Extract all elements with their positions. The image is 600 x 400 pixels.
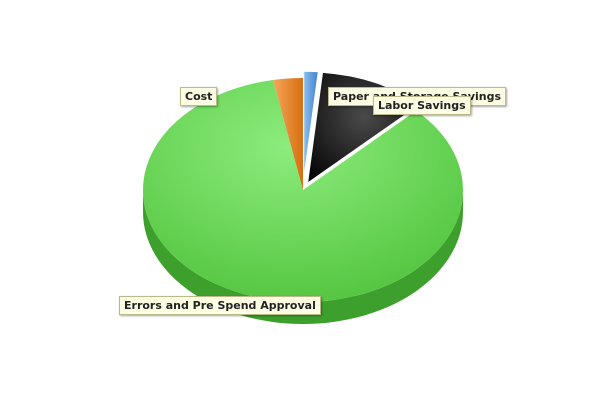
slice-errors-pre-spend-side — [143, 190, 463, 324]
slice-paper-storage — [302, 70, 320, 184]
slice-errors-pre-spend — [142, 79, 463, 302]
slice-label-cost: Cost — [180, 87, 218, 106]
slice-label-errors-pre-spend: Errors and Pre Spend Approval — [119, 296, 321, 315]
slice-cost — [273, 78, 303, 190]
slice-label-labor-savings: Labor Savings — [373, 96, 471, 115]
